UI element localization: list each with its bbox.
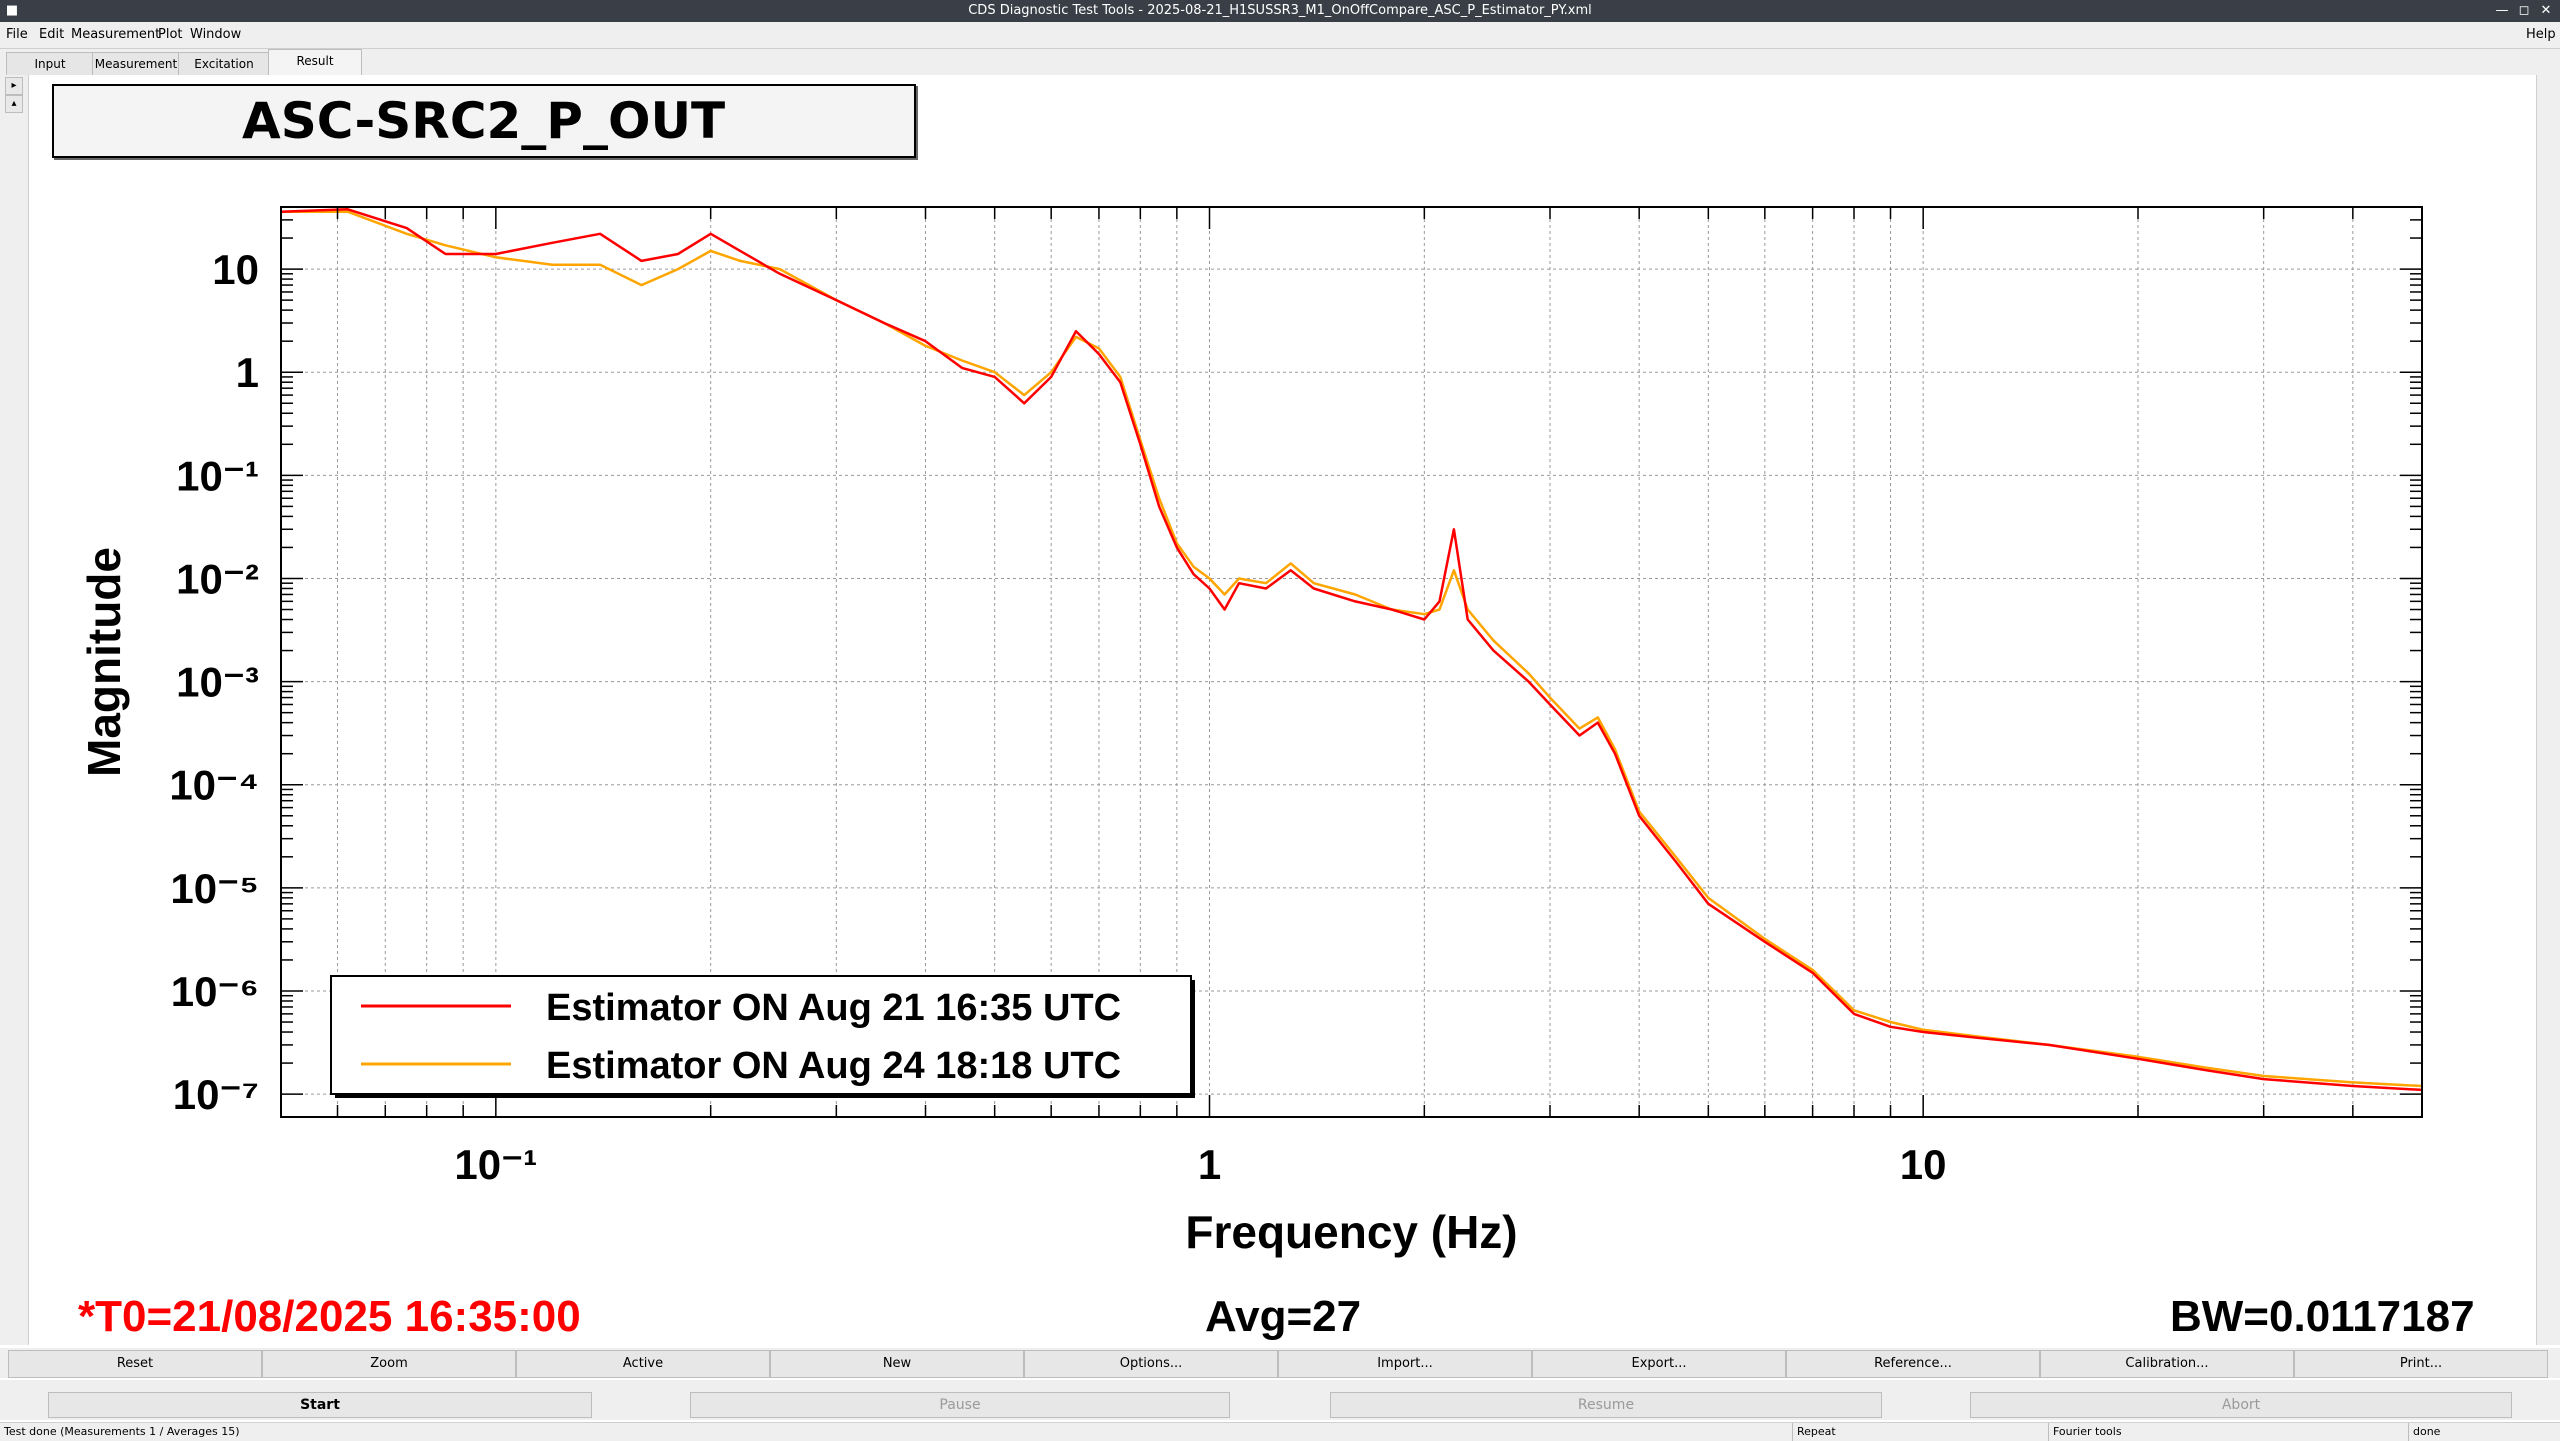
window-title-bar: CDS Diagnostic Test Tools - 2025-08-21_H… xyxy=(0,0,2560,22)
y-tick-label: 10⁻⁵ xyxy=(170,865,259,912)
abort-button[interactable]: Abort xyxy=(1970,1392,2512,1418)
tab-input[interactable]: Input xyxy=(6,52,94,75)
series-line-0 xyxy=(280,208,2423,1092)
expand-right-icon[interactable]: ▸ xyxy=(5,77,23,95)
legend-label-1: Estimator ON Aug 24 18:18 UTC xyxy=(546,1045,1121,1087)
window-menu-icon[interactable]: ■ xyxy=(5,3,19,18)
menu-window[interactable]: Window xyxy=(190,27,242,42)
grid xyxy=(280,207,2423,1117)
export-button[interactable]: Export... xyxy=(1532,1350,1786,1378)
reference-button[interactable]: Reference... xyxy=(1786,1350,2040,1378)
tick-layer: 10⁻¹ 1 10 10 1 10⁻¹ 10⁻² 10⁻³ 10⁻⁴ 10⁻⁵ 10⁻⁶ 10⁻⁷ xyxy=(169,206,2423,1188)
right-panel-edge xyxy=(2536,75,2560,1345)
y-tick-label: 10⁻² xyxy=(176,555,259,602)
maximize-icon[interactable]: ◻ xyxy=(2518,3,2530,18)
avg-readout: Avg=27 xyxy=(1205,1292,1362,1341)
status-bar: Test done (Measurements 1 / Averages 15)… xyxy=(0,1422,2560,1441)
x-axis-label: Frequency (Hz) xyxy=(1185,1206,1517,1258)
series-layer xyxy=(280,208,2423,1092)
side-panel: ▸ ▴ xyxy=(0,75,29,1345)
status-repeat: Repeat xyxy=(1792,1423,1836,1441)
menu-help[interactable]: Help xyxy=(2526,27,2556,42)
x-tick-label: 1 xyxy=(1198,1141,1221,1188)
plot-toolbar: Reset Zoom Active New Options... Import.… xyxy=(0,1348,2560,1378)
close-icon[interactable]: ✕ xyxy=(2540,3,2552,18)
menu-measurement[interactable]: Measurement xyxy=(71,27,161,42)
y-tick-label: 10⁻⁶ xyxy=(171,968,259,1015)
status-tool: Fourier tools xyxy=(2048,1423,2122,1441)
tab-result[interactable]: Result xyxy=(268,49,362,75)
y-tick-label: 10⁻¹ xyxy=(176,452,259,499)
options-button[interactable]: Options... xyxy=(1024,1350,1278,1378)
x-tick-label: 10 xyxy=(1900,1141,1947,1188)
magnitude-plot[interactable]: 10⁻¹ 1 10 10 1 10⁻¹ 10⁻² 10⁻³ 10⁻⁴ 10⁻⁵ 10⁻⁶ 10⁻⁷ F… xyxy=(0,0,2560,1340)
t0-readout: *T0=21/08/2025 16:35:00 xyxy=(78,1292,581,1341)
y-axis-label: Magnitude xyxy=(78,547,130,777)
reset-button[interactable]: Reset xyxy=(8,1350,262,1378)
tab-strip: Input Measurement Excitation Result xyxy=(0,49,2560,75)
plot-title: ASC-SRC2_P_OUT xyxy=(242,92,726,150)
new-button[interactable]: New xyxy=(770,1350,1024,1378)
import-button[interactable]: Import... xyxy=(1278,1350,1532,1378)
plot-frame xyxy=(280,206,2423,1118)
legend-label-0: Estimator ON Aug 21 16:35 UTC xyxy=(546,987,1121,1029)
tab-measurement[interactable]: Measurement xyxy=(92,52,180,75)
menu-bar: File Edit Measurement Plot Window Help xyxy=(0,22,2560,49)
print-button[interactable]: Print... xyxy=(2294,1350,2548,1378)
legend-box xyxy=(330,975,1192,1095)
bw-readout: BW=0.0117187 xyxy=(2170,1292,2475,1341)
window-title: CDS Diagnostic Test Tools - 2025-08-21_H… xyxy=(968,3,1592,18)
pause-button[interactable]: Pause xyxy=(690,1392,1230,1418)
legend: Estimator ON Aug 21 16:35 UTC Estimator O… xyxy=(330,975,1195,1098)
menu-edit[interactable]: Edit xyxy=(39,27,65,42)
y-tick-label: 10⁻⁴ xyxy=(169,762,259,809)
calibration-button[interactable]: Calibration... xyxy=(2040,1350,2294,1378)
y-tick-label: 1 xyxy=(236,349,259,396)
menu-file[interactable]: File xyxy=(6,27,28,42)
collapse-up-icon[interactable]: ▴ xyxy=(5,95,23,113)
x-tick-label: 10⁻¹ xyxy=(454,1141,537,1188)
menu-plot[interactable]: Plot xyxy=(158,27,183,42)
control-bar: Start Pause Resume Abort xyxy=(0,1380,2560,1420)
status-message: Test done (Measurements 1 / Averages 15) xyxy=(4,1425,240,1438)
series-line-1 xyxy=(281,210,2423,1088)
start-button[interactable]: Start xyxy=(48,1392,592,1418)
y-tick-label: 10⁻⁷ xyxy=(173,1071,259,1118)
zoom-button[interactable]: Zoom xyxy=(262,1350,516,1378)
minimize-icon[interactable]: — xyxy=(2495,3,2509,18)
y-tick-label: 10⁻³ xyxy=(176,659,259,706)
tab-excitation[interactable]: Excitation xyxy=(178,52,270,75)
status-state: done xyxy=(2408,1423,2440,1441)
active-button[interactable]: Active xyxy=(516,1350,770,1378)
resume-button[interactable]: Resume xyxy=(1330,1392,1882,1418)
y-tick-label: 10 xyxy=(212,246,259,293)
plot-title-box: ASC-SRC2_P_OUT xyxy=(52,84,916,158)
